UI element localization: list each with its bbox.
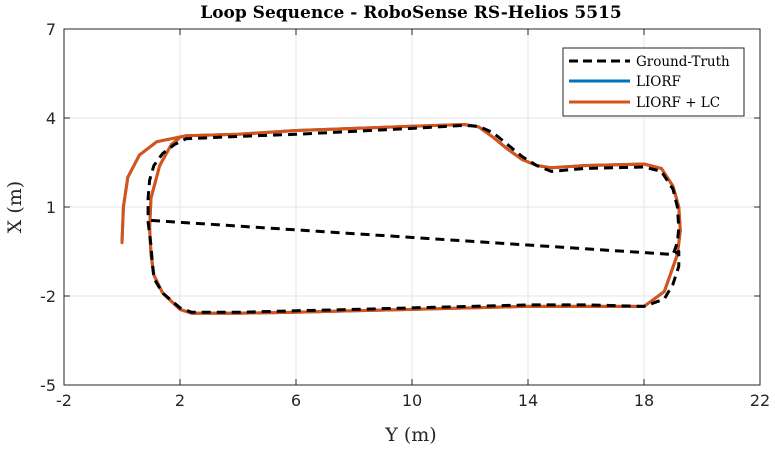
legend-label-liorf: LIORF — [636, 74, 681, 90]
x-tick-label: -2 — [56, 391, 72, 410]
y-tick-label: 1 — [46, 198, 56, 217]
x-tick-label: 2 — [175, 391, 185, 410]
y-tick-label: -2 — [40, 287, 56, 306]
x-tick-label: 10 — [402, 391, 422, 410]
y-axis-label: X (m) — [4, 181, 26, 233]
x-tick-label: 18 — [634, 391, 654, 410]
series-liorf-lc — [120, 123, 682, 315]
x-tick-label: 6 — [291, 391, 301, 410]
series-ground-truth — [146, 123, 681, 314]
y-tick-label: -5 — [40, 376, 56, 395]
y-tick-label: 4 — [46, 109, 56, 128]
legend-label-liorf-lc: LIORF + LC — [636, 95, 720, 111]
y-tick-label: 7 — [46, 20, 56, 39]
x-axis-label: Y (m) — [384, 424, 436, 446]
x-tick-label: 14 — [518, 391, 538, 410]
x-tick-label: 22 — [750, 391, 770, 410]
chart-title: Loop Sequence - RoboSense RS-Helios 5515 — [200, 3, 621, 23]
series-liorf — [120, 123, 682, 315]
legend: Ground-Truth LIORF LIORF + LC — [562, 47, 745, 117]
plot-series — [120, 123, 682, 315]
legend-label-ground-truth: Ground-Truth — [636, 54, 730, 70]
